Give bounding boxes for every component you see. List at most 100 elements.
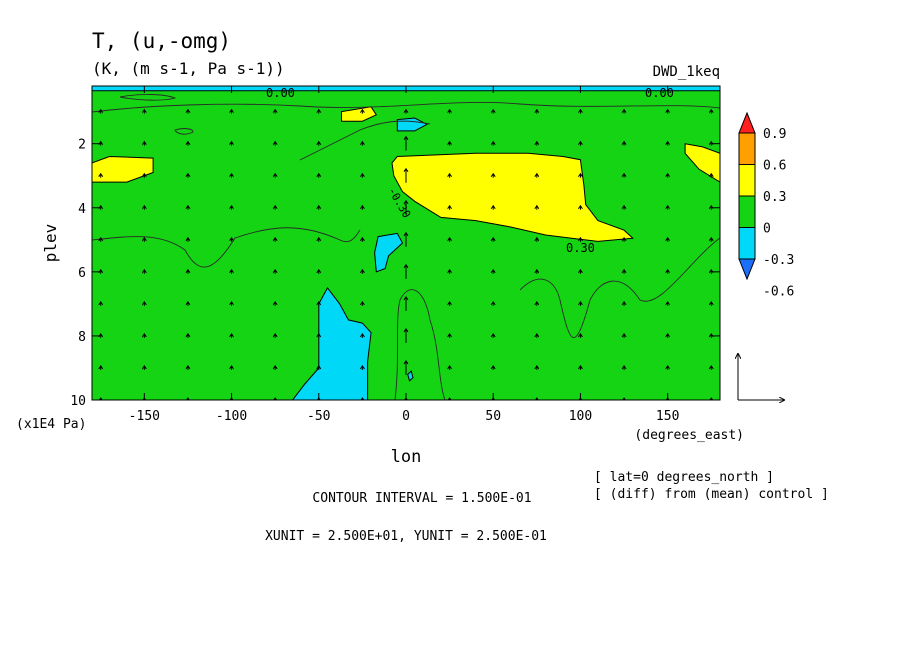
wind-vector-head [360, 397, 365, 400]
colorbar-arrow-bottom [738, 258, 756, 281]
colorbar-arrow-top [738, 111, 756, 134]
plot-area [92, 86, 720, 400]
wind-vector-head [534, 108, 540, 113]
contour-line [92, 102, 720, 113]
x-axis-label: lon [391, 447, 422, 467]
colorbar: 0.9 0.6 0.3 0 -0.3 -0.6 [738, 111, 794, 300]
wind-vector-head [316, 140, 322, 145]
wind-vector-head [708, 140, 714, 145]
contour-line [299, 120, 431, 161]
wind-vector-head [185, 333, 191, 338]
wind-vector-head [229, 204, 234, 210]
wind-vector-head [447, 268, 453, 274]
x-tick-label: 150 [656, 409, 679, 424]
wind-vector-head [447, 397, 452, 400]
x-tick-label: -150 [129, 409, 160, 424]
wind-vector-head [272, 140, 278, 145]
wind-vector-head [185, 268, 191, 274]
wind-vector-head [578, 236, 583, 242]
wind-vector-head [708, 236, 714, 242]
wind-vector-head [621, 140, 627, 145]
wind-vector-head [185, 300, 191, 306]
wind-vector-head [229, 268, 234, 274]
wind-vector-head [272, 268, 278, 274]
chart-title: T, (u,-omg) [92, 29, 231, 53]
x-axis: -150 -100 -50 0 50 100 150 [129, 86, 679, 424]
colorbar-segment [738, 132, 756, 165]
wind-vector-head [359, 300, 365, 306]
wind-vector-head [359, 140, 365, 145]
wind-vector-head [403, 263, 409, 269]
wind-vector-head [665, 204, 671, 210]
wind-vector-head [665, 365, 671, 370]
colorbar-label: 0.9 [763, 127, 786, 142]
wind-vector-head [665, 268, 671, 274]
wind-vector-head [447, 108, 453, 113]
dataset-label: DWD_1keq [653, 64, 720, 80]
contour-label: 0.00 [645, 86, 674, 100]
wind-vector-head [359, 268, 365, 274]
wind-vector-head [273, 397, 278, 400]
x-tick-label: -50 [307, 409, 330, 424]
wind-vector-head [665, 172, 671, 177]
wind-vector-head [403, 360, 409, 365]
wind-vector-head [316, 204, 322, 210]
wind-vector-head [665, 108, 671, 113]
wind-vector-head [229, 172, 234, 177]
wind-vector-head [708, 108, 714, 113]
wind-vector-head [621, 268, 627, 274]
wind-vector-head [141, 140, 147, 145]
wind-vector-head [186, 397, 190, 400]
wind-vector-head [185, 140, 191, 145]
wind-vector-head [621, 365, 627, 370]
wind-vector-head [490, 108, 496, 113]
wind-vector-head [316, 300, 322, 306]
wind-vector-head [272, 300, 278, 306]
wind-vector-head [709, 397, 714, 400]
wind-vector-head [272, 365, 278, 370]
wind-vector-head [490, 333, 496, 338]
wind-vector-head [359, 365, 365, 370]
wind-vector-head [316, 236, 322, 242]
wind-vector-head [359, 333, 365, 338]
wind-vector-head [447, 365, 453, 370]
wind-vector-head [622, 397, 626, 400]
wind-vector-head [141, 365, 147, 370]
wind-vector-head [490, 172, 496, 177]
wind-vector-head [98, 300, 104, 306]
wind-vector-head [141, 333, 147, 338]
wind-vector-head [359, 172, 365, 177]
wind-vector-head [185, 108, 191, 113]
chart-subtitle: (K, (m s-1, Pa s-1)) [92, 59, 285, 78]
wind-vector-head [447, 300, 453, 306]
wind-vector-head [578, 140, 583, 145]
colorbar-segment [738, 227, 756, 260]
wind-vector-head [98, 204, 104, 210]
wind-vector-head [578, 172, 583, 177]
wind-vector-head [665, 140, 671, 145]
wind-vector-head [403, 108, 409, 113]
colorbar-label: 0.6 [763, 159, 786, 174]
wind-vector-head [98, 397, 103, 400]
wind-vector-head [403, 328, 409, 333]
wind-vector-head [490, 300, 496, 306]
wind-vector-head [578, 204, 583, 210]
wind-vector-head [708, 300, 714, 306]
wind-vector-head [141, 204, 147, 210]
contour-region [92, 155, 154, 183]
wind-vector-head [621, 108, 627, 113]
wind-vector-head [708, 172, 714, 177]
reference-vector [738, 354, 784, 400]
wind-vector-head [490, 236, 496, 242]
wind-vector-head [490, 140, 496, 145]
contour-region [684, 143, 720, 183]
wind-vector-head [98, 108, 104, 113]
wind-vector-head [621, 236, 627, 242]
wind-vector-head [578, 300, 583, 306]
wind-vector-head [621, 333, 627, 338]
y-tick-label: 8 [78, 330, 86, 345]
wind-vector-head [316, 268, 322, 274]
wind-vector-head [403, 231, 409, 237]
wind-vector-head [534, 365, 540, 370]
wind-vector-head [447, 236, 453, 242]
